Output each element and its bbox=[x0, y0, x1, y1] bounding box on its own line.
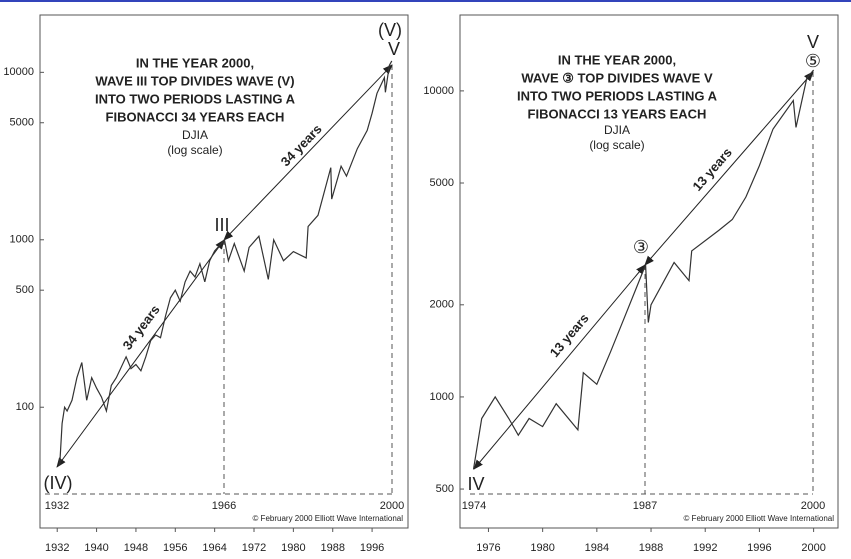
x-tick-label: 1964 bbox=[202, 542, 226, 554]
y-tick-label: 500 bbox=[436, 483, 454, 495]
credit: © February 2000 Elliott Wave Internation… bbox=[252, 514, 403, 523]
subtitle: (log scale) bbox=[167, 143, 222, 157]
left-frame bbox=[39, 14, 409, 529]
x-tick-label: 1980 bbox=[530, 542, 554, 554]
wave-label: ⑤ bbox=[805, 51, 821, 71]
y-tick-label: 1000 bbox=[10, 234, 34, 246]
year-label: 1974 bbox=[462, 500, 486, 512]
title-line: INTO TWO PERIODS LASTING A bbox=[517, 88, 718, 103]
wave-label: IV bbox=[467, 474, 484, 494]
wave-label: III bbox=[214, 215, 229, 235]
price-line bbox=[472, 69, 815, 470]
arrow bbox=[56, 239, 225, 468]
wave-label: V bbox=[388, 39, 400, 59]
year-label: 2000 bbox=[801, 500, 825, 512]
wave-label: V bbox=[807, 32, 819, 52]
x-tick-label: 1988 bbox=[320, 542, 344, 554]
wave-label: (IV) bbox=[44, 473, 73, 493]
title-line: WAVE III TOP DIVIDES WAVE (V) bbox=[95, 73, 294, 88]
y-tick-label: 1000 bbox=[430, 391, 454, 403]
price-line bbox=[59, 60, 393, 466]
x-tick-label: 1940 bbox=[84, 542, 108, 554]
title-line: FIBONACCI 34 YEARS EACH bbox=[106, 109, 285, 124]
y-tick-label: 5000 bbox=[10, 117, 34, 129]
x-tick-label: 1988 bbox=[639, 542, 663, 554]
x-tick-label: 1996 bbox=[747, 542, 771, 554]
x-tick-label: 1996 bbox=[360, 542, 384, 554]
y-tick-label: 500 bbox=[16, 284, 34, 296]
period-label: 34 years bbox=[119, 302, 162, 353]
wave-label: (V) bbox=[378, 20, 402, 40]
x-tick-label: 1932 bbox=[45, 542, 69, 554]
title-line: WAVE ③ TOP DIVIDES WAVE V bbox=[521, 70, 713, 85]
y-tick-label: 100 bbox=[16, 401, 34, 413]
credit: © February 2000 Elliott Wave Internation… bbox=[683, 514, 834, 523]
arrow bbox=[644, 71, 814, 266]
y-tick-label: 5000 bbox=[430, 177, 454, 189]
arrow bbox=[223, 64, 393, 241]
x-tick-label: 1948 bbox=[124, 542, 148, 554]
x-tick-label: 1972 bbox=[242, 542, 266, 554]
year-label: 1987 bbox=[633, 500, 657, 512]
year-label: 2000 bbox=[380, 500, 404, 512]
x-tick-label: 1992 bbox=[693, 542, 717, 554]
period-label: 34 years bbox=[278, 121, 325, 169]
arrow bbox=[473, 264, 646, 470]
year-label: 1966 bbox=[212, 500, 236, 512]
title-line: IN THE YEAR 2000, bbox=[558, 52, 676, 67]
y-tick-label: 2000 bbox=[430, 299, 454, 311]
y-tick-label: 10000 bbox=[3, 66, 34, 78]
year-label: 1932 bbox=[45, 500, 69, 512]
title-line: FIBONACCI 13 YEARS EACH bbox=[528, 106, 707, 121]
x-tick-label: 1976 bbox=[476, 542, 500, 554]
title-line: INTO TWO PERIODS LASTING A bbox=[95, 91, 296, 106]
wave-label: ③ bbox=[633, 237, 649, 257]
title-line: IN THE YEAR 2000, bbox=[136, 55, 254, 70]
guide-lines bbox=[45, 65, 393, 495]
right-frame bbox=[459, 14, 839, 529]
x-tick-label: 1956 bbox=[163, 542, 187, 554]
period-label: 13 years bbox=[547, 311, 592, 361]
y-tick-label: 10000 bbox=[423, 85, 454, 97]
x-tick-label: 2000 bbox=[801, 542, 825, 554]
x-tick-label: 1984 bbox=[585, 542, 609, 554]
subtitle: DJIA bbox=[604, 123, 630, 137]
subtitle: (log scale) bbox=[589, 138, 644, 152]
x-tick-label: 1980 bbox=[281, 542, 305, 554]
subtitle: DJIA bbox=[182, 128, 208, 142]
